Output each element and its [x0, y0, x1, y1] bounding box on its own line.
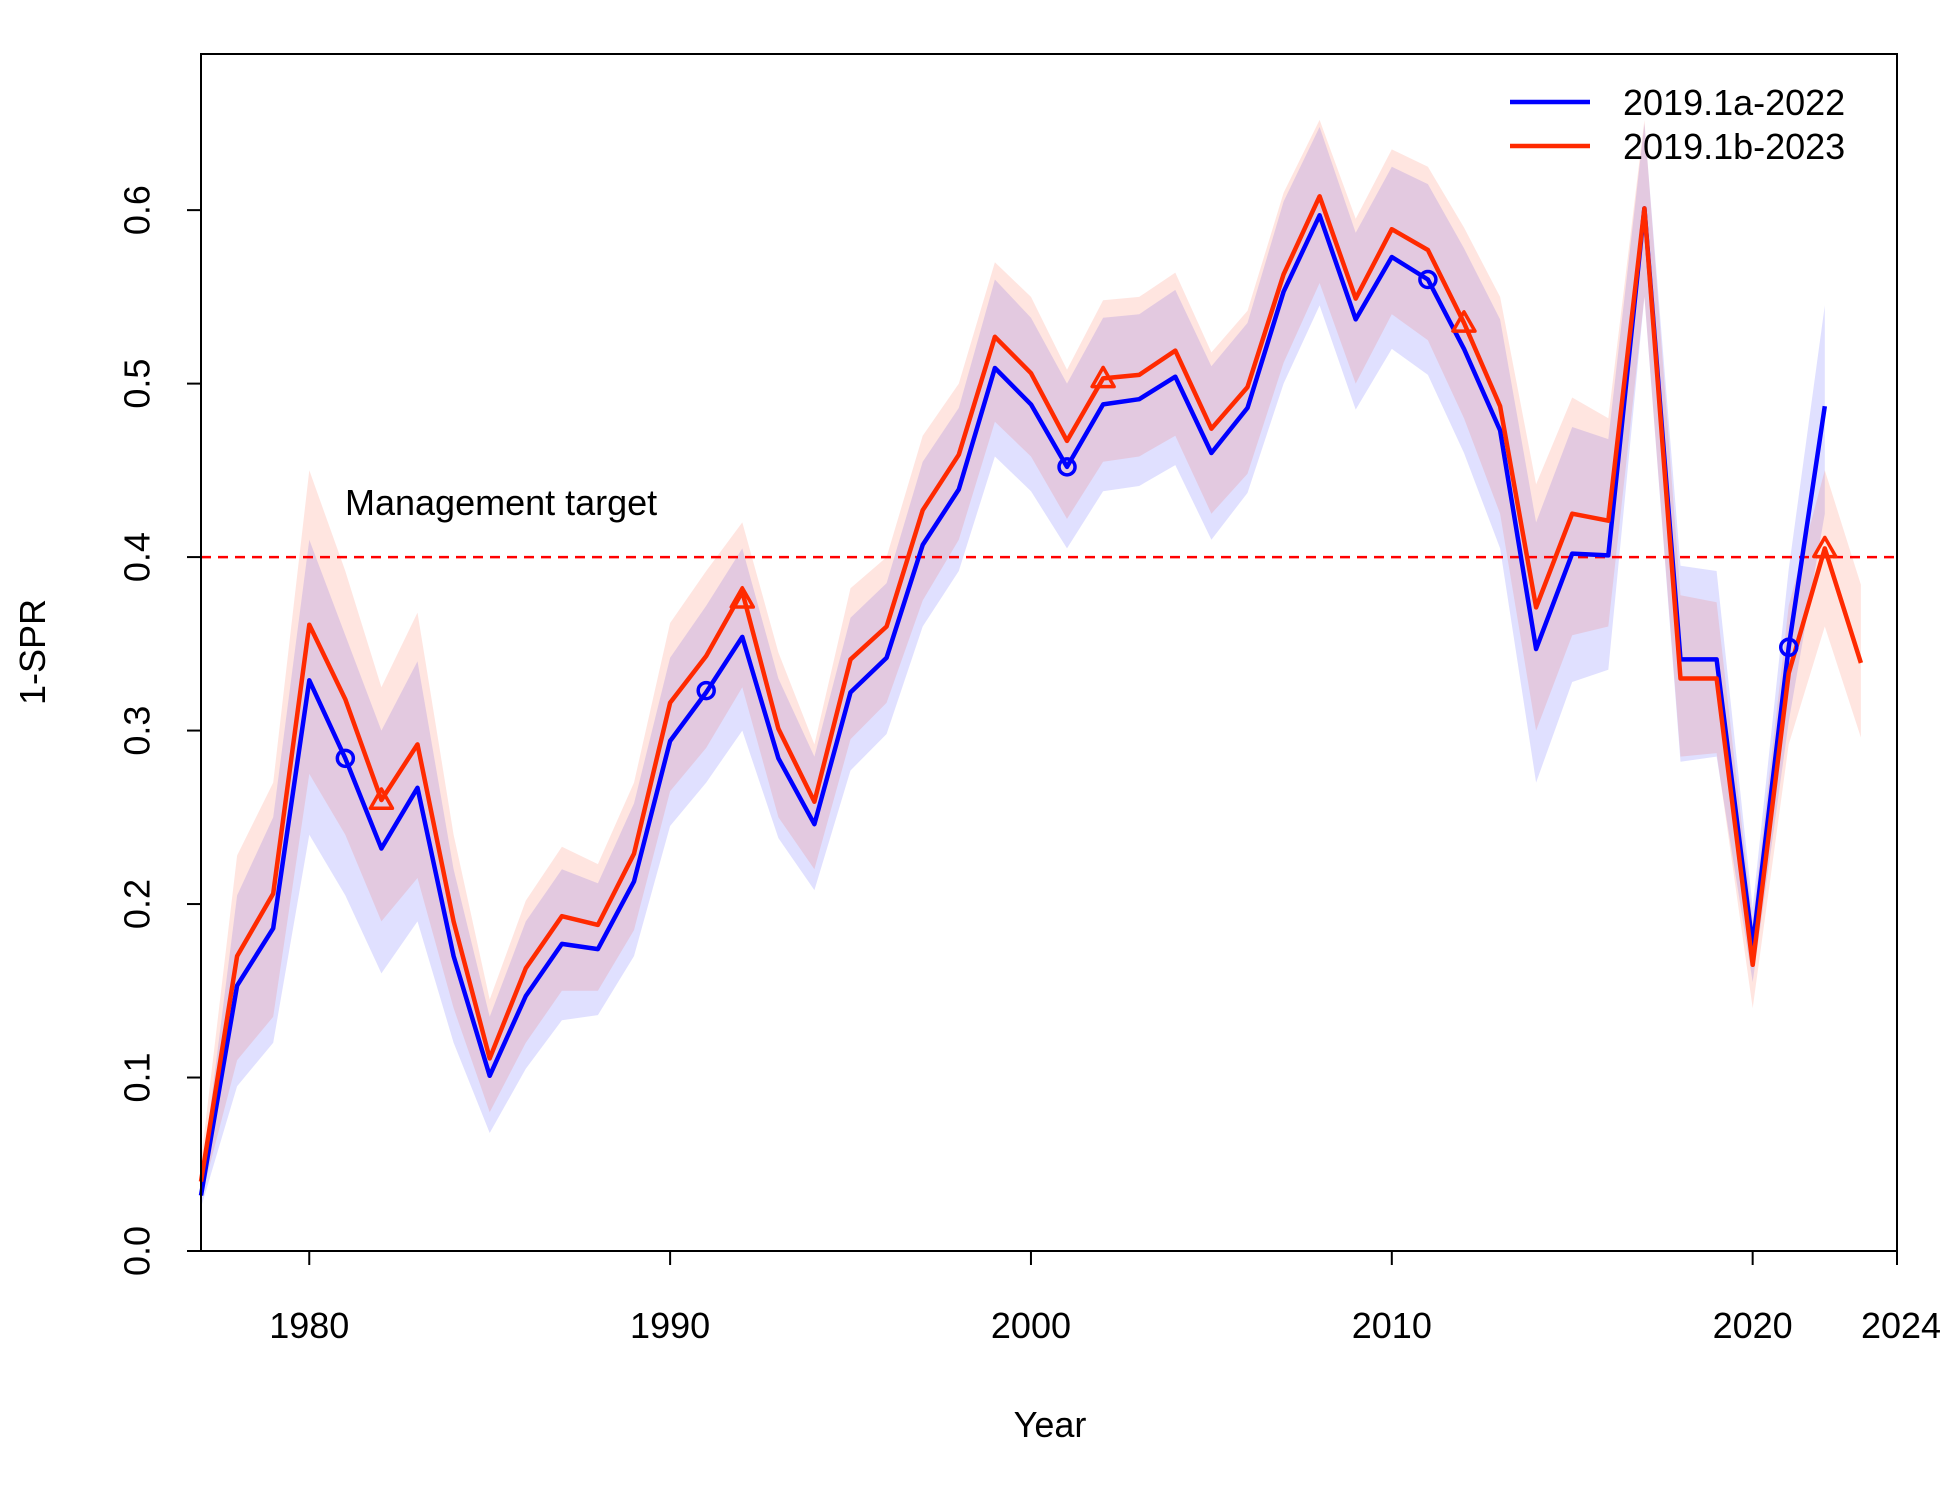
confidence-band-2: [201, 119, 1861, 1199]
y-tick-label: 0.4: [117, 532, 158, 582]
legend-label-2: 2019.1b-2023: [1623, 126, 1845, 167]
y-tick-label: 0.1: [117, 1052, 158, 1102]
series-lines: [198, 194, 1864, 1196]
x-axis: 1980 1990 2000 2010 2020 2024: [269, 1251, 1941, 1346]
series-2-triangle-marker: [1090, 365, 1116, 389]
x-tick-label: 2024: [1861, 1305, 1941, 1346]
series-line-2: [198, 194, 1864, 1182]
y-tick-label: 0.6: [117, 185, 158, 235]
series-1-circle-marker: [1418, 269, 1438, 290]
x-tick-label: 1980: [269, 1305, 349, 1346]
series-1-circle-marker: [335, 748, 356, 769]
y-tick-label: 0.5: [117, 359, 158, 409]
x-tick-label: 2020: [1713, 1305, 1793, 1346]
series-2-triangle-marker: [729, 585, 756, 609]
series-markers: [335, 269, 1838, 810]
plot-frame: [200, 53, 1898, 1252]
x-axis-label: Year: [1014, 1404, 1087, 1445]
series-2-triangle-marker: [1812, 535, 1838, 559]
series-line-1: [198, 206, 1828, 1196]
y-axis-label: 1-SPR: [12, 599, 53, 705]
y-tick-label: 0.3: [117, 706, 158, 756]
x-tick-label: 2010: [1352, 1305, 1432, 1346]
series-1-circle-marker: [1778, 637, 1799, 658]
series-2-triangle-marker: [368, 787, 395, 810]
series-1-circle-marker: [1057, 457, 1077, 477]
reference-line-label: Management target: [345, 482, 657, 523]
series-1-circle-marker: [696, 680, 716, 701]
legend-label-1: 2019.1a-2022: [1623, 82, 1845, 123]
x-tick-label: 2000: [991, 1305, 1071, 1346]
series-2-triangle-marker: [1451, 310, 1477, 333]
x-tick-label: 1990: [630, 1305, 710, 1346]
y-tick-label: 0.0: [117, 1226, 158, 1276]
y-axis: 0.0 0.1 0.2 0.3 0.4 0.5 0.6: [117, 185, 201, 1276]
y-tick-label: 0.2: [117, 879, 158, 929]
